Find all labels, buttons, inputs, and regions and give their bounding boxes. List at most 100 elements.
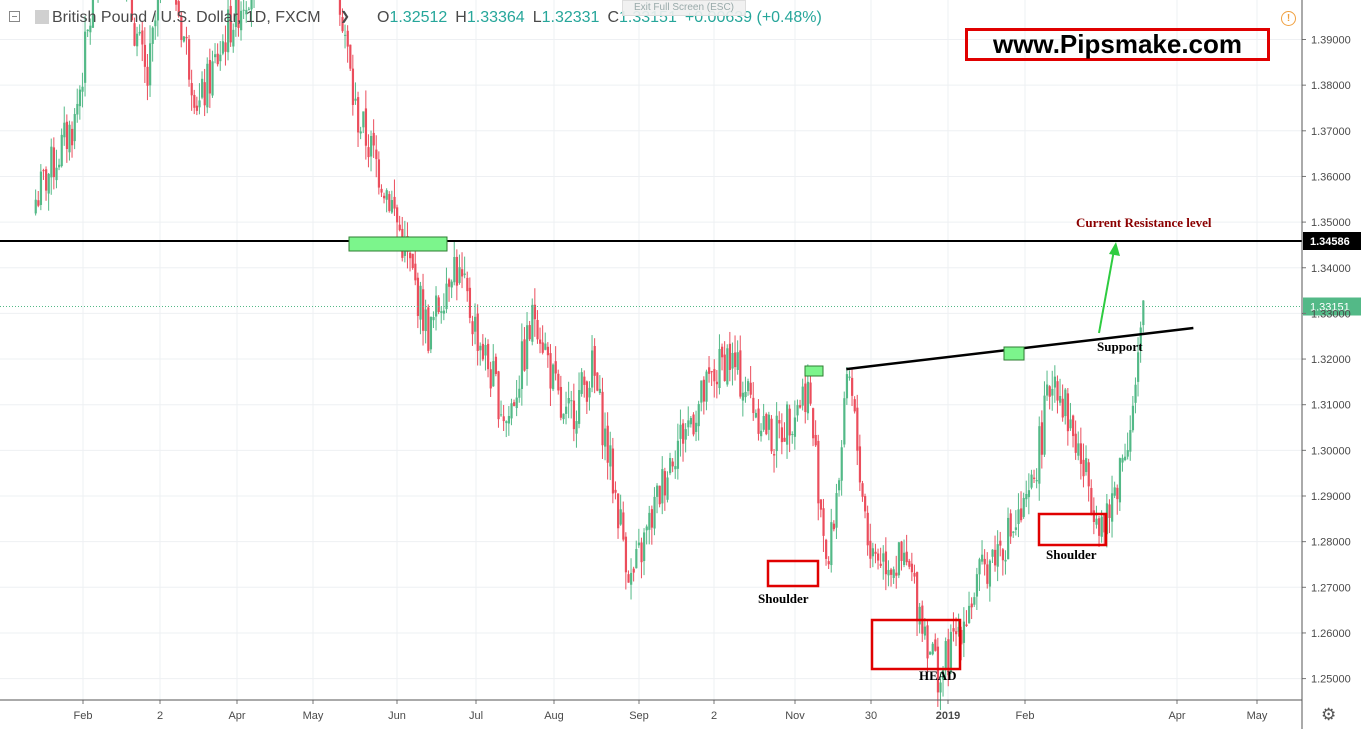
candle-body — [484, 345, 487, 356]
exit-fullscreen-hint[interactable]: Exit Full Screen (ESC) — [622, 0, 746, 16]
candle-body — [492, 361, 495, 387]
candle-body — [661, 469, 664, 504]
candle-body — [848, 376, 851, 378]
candle-body — [1074, 433, 1077, 453]
candle-body — [643, 532, 646, 562]
candle-body — [765, 414, 768, 435]
candle-body — [531, 304, 534, 342]
candle-body — [705, 371, 708, 402]
candle-body — [978, 559, 981, 575]
candle-body — [518, 388, 521, 398]
candle-body — [762, 416, 765, 430]
collapse-icon[interactable] — [9, 11, 20, 22]
candle-body — [640, 542, 643, 563]
ohlc-key: C — [607, 9, 620, 26]
candle-body — [596, 372, 599, 391]
candle-body — [775, 415, 778, 452]
symbol-title[interactable]: British Pound / U.S. Dollar, 1D, FXCM — [52, 9, 321, 26]
pattern-box — [766, 559, 820, 588]
candle-body — [364, 108, 368, 146]
candle-body — [214, 54, 217, 58]
candle-body — [1007, 517, 1010, 560]
candle-body — [754, 412, 758, 418]
y-tick-label: 1.27000 — [1311, 582, 1351, 594]
candle-body — [357, 97, 360, 133]
candle-body — [676, 440, 680, 469]
candle-body — [370, 135, 373, 157]
candle-body — [812, 408, 815, 439]
candle-body — [778, 420, 781, 424]
pattern-box — [870, 618, 962, 671]
candle-body — [375, 149, 378, 160]
candle-body — [234, 0, 238, 27]
candle-body — [968, 605, 971, 624]
highlight-box — [1003, 346, 1025, 361]
candle-body — [1022, 497, 1025, 517]
candle-body — [830, 522, 833, 566]
candle-body — [1092, 510, 1096, 522]
candle-body — [1103, 515, 1106, 533]
candle-body — [999, 540, 1002, 546]
candle-body — [338, 0, 342, 15]
candle-body — [136, 33, 139, 47]
candle-body — [86, 29, 89, 32]
candle-body — [523, 339, 526, 371]
candle-body — [700, 380, 703, 403]
candle-body — [1069, 419, 1072, 429]
candle-body — [749, 382, 752, 395]
candle-body — [752, 397, 755, 414]
candle-body — [73, 113, 76, 142]
candle-body — [565, 406, 568, 414]
candle-body — [591, 350, 594, 388]
candle-body — [908, 560, 911, 567]
x-tick-label: May — [303, 710, 324, 722]
gear-icon[interactable]: ⚙ — [1321, 705, 1337, 724]
y-tick-label: 1.28000 — [1311, 537, 1351, 549]
candle-body — [585, 381, 589, 402]
candle-body — [741, 392, 745, 401]
candle-body — [679, 424, 682, 439]
candle-body — [658, 485, 661, 505]
candle-body — [544, 343, 547, 350]
candle-body — [838, 480, 841, 491]
candle-body — [393, 196, 396, 209]
warning-icon[interactable]: ! — [1281, 11, 1296, 26]
candle-body — [502, 416, 505, 422]
candle-body — [913, 572, 916, 577]
candle-body — [208, 59, 212, 94]
candle-body — [440, 311, 443, 313]
chevron-down-icon[interactable]: ❯ — [340, 9, 351, 23]
candle-body — [398, 224, 401, 231]
pattern-box — [1037, 512, 1108, 547]
candle-body — [250, 0, 253, 10]
right-shoulder-label: Shoulder — [1046, 547, 1097, 562]
candle-body — [50, 146, 53, 178]
candle-body — [1139, 327, 1142, 350]
candle-body — [1038, 426, 1041, 484]
candle-body — [617, 493, 620, 529]
candle-body — [47, 173, 50, 194]
candle-body — [622, 512, 625, 540]
candle-body — [419, 285, 422, 320]
candle-body — [515, 397, 518, 409]
candle-body — [474, 316, 477, 332]
candle-body — [520, 341, 524, 389]
candle-body — [692, 414, 695, 435]
candle-body — [632, 568, 635, 573]
candle-body — [1142, 300, 1145, 326]
candle-body — [780, 427, 784, 443]
candle-body — [601, 391, 604, 446]
candle-body — [767, 414, 771, 430]
candle-body — [884, 551, 888, 575]
highlight-box — [804, 365, 824, 377]
candle-body — [42, 170, 45, 172]
candle-body — [869, 540, 872, 559]
candle-body — [1098, 518, 1101, 536]
candle-body — [1137, 352, 1140, 382]
candle-body — [175, 0, 178, 5]
candle-body — [507, 415, 511, 424]
candle-body — [793, 417, 797, 437]
candle-body — [91, 0, 95, 28]
candle-body — [991, 549, 994, 557]
